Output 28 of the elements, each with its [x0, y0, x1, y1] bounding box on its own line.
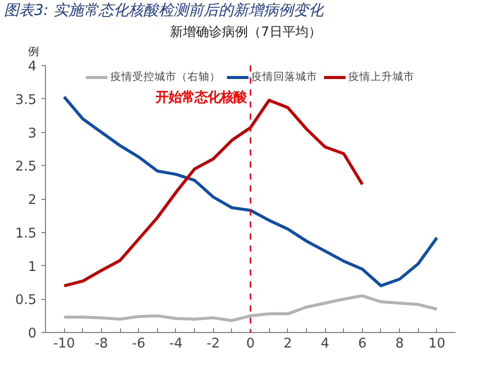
chart-title: 图表3: 实施常态化核酸检测前后的新增病例变化	[4, 0, 324, 21]
x-tick-label: -6	[132, 336, 146, 352]
y-tick-label: 1.5	[15, 226, 37, 242]
y-tick-label: 4	[28, 60, 37, 74]
y-tick-label: 1	[28, 260, 37, 275]
y-tick-label: 3	[28, 126, 37, 142]
x-tick-label: 6	[358, 336, 367, 352]
x-tick-label: 0	[246, 336, 255, 352]
x-tick-label: -4	[169, 336, 183, 352]
y-tick-label: 0.5	[15, 293, 37, 308]
x-tick-label: 8	[395, 336, 404, 352]
x-tick-label: -2	[206, 336, 220, 352]
x-tick-label: -8	[94, 336, 108, 352]
y-tick-label: 2	[28, 193, 37, 208]
x-tick-label: -10	[53, 336, 76, 352]
x-tick-label: 10	[428, 336, 446, 352]
x-tick-label: 2	[284, 336, 292, 352]
y-tick-label: 2.5	[15, 160, 37, 175]
ref-line-label: 开始常态化核酸	[154, 90, 248, 106]
legend-label: 疫情受控城市（右轴）	[110, 70, 220, 84]
line-series	[62, 294, 438, 322]
legend-label: 疫情上升城市	[348, 70, 414, 84]
y-tick-label: 0	[28, 326, 37, 342]
legend-label: 疫情回落城市	[252, 70, 318, 84]
x-tick-label: 4	[320, 336, 330, 352]
y-axis-title: 例	[28, 44, 39, 60]
y-tick-label: 3.5	[15, 92, 37, 108]
chart-subtitle: 新增确诊病例（7日平均）	[170, 24, 322, 42]
